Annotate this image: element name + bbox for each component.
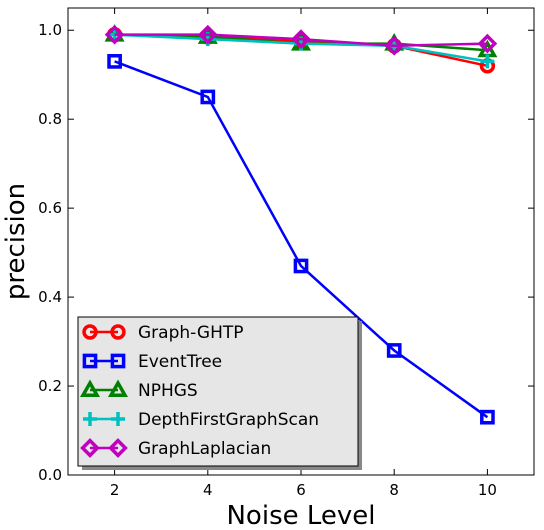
legend-depthfirstgraphscan-right-plus-marker [111,412,125,426]
legend-entry-nphgs: NPHGS [79,379,198,401]
y-tick-label: 0.6 [38,199,62,217]
legend-eventtree-left-square-marker [82,353,98,369]
legend-graph-ghtp-right-circle-marker [110,324,126,340]
x-tick-label: 6 [296,481,306,499]
point-graphlaplacian-1-diamond-marker [197,24,218,45]
x-tick-label: 4 [203,481,213,499]
series-line-eventtree [114,60,489,419]
legend-depthfirstgraphscan-left-plus-marker [83,412,97,426]
legend-nphgs-left-triangle-marker [79,379,101,397]
point-graphlaplacian-3-diamond-marker [384,35,405,56]
series-layer [104,24,498,425]
point-eventtree-0-square-marker [107,54,122,69]
y-axis-title: precision [1,183,31,300]
legend-entry-graph-ghtp: Graph-GHTP [82,323,244,343]
legend-nphgs-right-triangle-marker [107,379,129,397]
y-tick-label: 0.4 [38,288,62,306]
series-graphlaplacian [104,24,498,56]
x-tick-label: 8 [389,481,399,499]
legend-graphlaplacian-right-diamond-marker [108,438,128,458]
point-depthfirstgraphscan-4-plus-marker [480,54,495,69]
plot-frame [67,7,535,476]
y-tick-label: 0.8 [38,110,62,128]
legend-eventtree-right-square-marker [110,353,126,369]
x-tick-label: 2 [110,481,120,499]
point-eventtree-1-square-marker [200,89,216,105]
series-eventtree [107,54,495,425]
legend-label-nphgs: NPHGS [138,381,198,401]
x-axis-title: Noise Level [226,501,375,530]
legend-label-eventtree: EventTree [138,352,222,372]
y-tick-label: 1.0 [38,21,62,39]
y-tick-label: 0.2 [38,377,62,395]
legend-entry-depthfirstgraphscan: DepthFirstGraphScan [83,410,319,430]
legend-label-depthfirstgraphscan: DepthFirstGraphScan [138,410,319,430]
series-line-graphlaplacian [114,33,488,48]
point-eventtree-2-square-marker [293,258,309,274]
axes: 2 4 6 8 10 0.0 0.2 0.4 0.6 0.8 1.0 [38,8,534,499]
point-graphlaplacian-0-diamond-marker [104,24,125,45]
legend-graphlaplacian-left-diamond-marker [80,438,100,458]
legend-label-graph-ghtp: Graph-GHTP [138,323,244,343]
plot-border [67,7,535,476]
y-tick-label: 0.0 [38,466,62,484]
point-eventtree-3-square-marker [386,343,402,358]
point-graphlaplacian-2-diamond-marker [291,29,311,49]
legend-label-graphlaplacian: GraphLaplacian [138,439,271,459]
legend-graph-ghtp-left-circle-marker [82,324,98,340]
legend-entry-graphlaplacian: GraphLaplacian [80,438,271,459]
x-tick-label: 10 [478,481,497,499]
point-eventtree-4-square-marker [480,409,495,425]
legend-entry-eventtree: EventTree [82,352,222,372]
legend: Graph-GHTP EventTree NPHGS DepthFirstGraphS… [77,316,362,470]
point-graphlaplacian-4-diamond-marker [477,33,498,54]
